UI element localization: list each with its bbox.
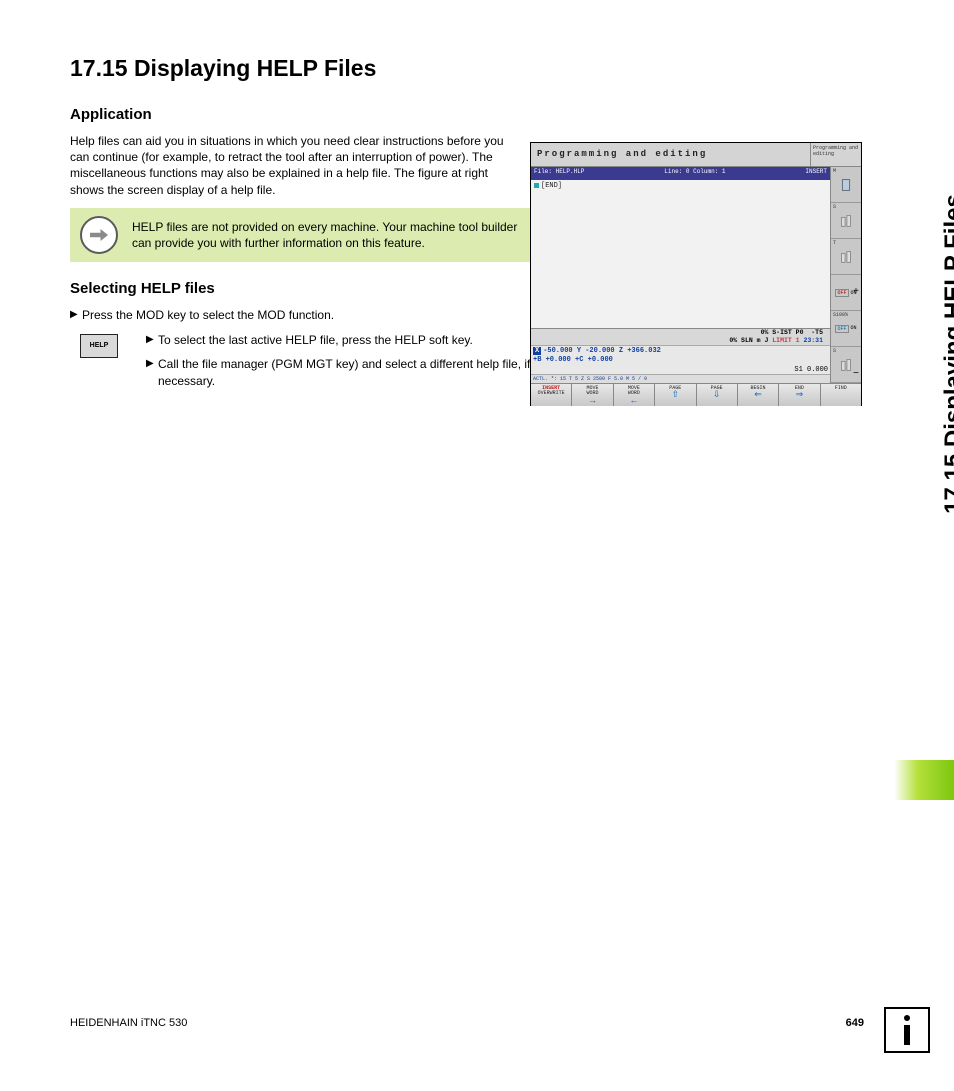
softkey-row: INSERTOVERWRITEMOVEWORD→MOVEWORD←PAGE⇧PA… xyxy=(531,383,861,406)
step-2b: ▶ Call the file manager (PGM MGT key) an… xyxy=(146,356,586,390)
page-title: 17.15 Displaying HELP Files xyxy=(70,55,870,82)
bullet-icon: ▶ xyxy=(146,332,158,349)
note-box: HELP files are not provided on every mac… xyxy=(70,208,530,262)
scr-title: Programming and editing xyxy=(531,143,811,167)
side-off-on[interactable]: OFF ON + xyxy=(831,275,861,311)
tiny-row: ACTL. *: 15 T 5 Z S 2500 F 5.0 M 5 / 9 xyxy=(531,374,830,383)
status-l2: 0% SLN m J xyxy=(729,337,768,344)
softkey-4[interactable]: PAGE⇩ xyxy=(697,384,738,406)
cursor-icon xyxy=(534,183,539,188)
scr-status: 0% S-IST P0 -T5 0% SLN m J LIMIT 1 23:31… xyxy=(531,328,830,383)
footer-left: HEIDENHAIN iTNC 530 xyxy=(70,1017,187,1029)
side-tab: 17.15 Displaying HELP Files xyxy=(908,40,954,1001)
green-tab xyxy=(894,760,954,800)
filebar-left: File: HELP.HLP xyxy=(534,168,584,179)
coords-row-2: +B +0.000 +C +0.000 xyxy=(531,356,830,365)
scr-side-panel: M S T OFF ON + S100% OFFON S− xyxy=(831,167,861,383)
scr-mode: Programming and editing xyxy=(811,143,861,167)
info-icon xyxy=(884,1007,930,1053)
coords-row-1: X-50.000 Y -20.000 Z +366.032 xyxy=(531,345,830,356)
side-tab-label: 17.15 Displaying HELP Files xyxy=(940,194,954,514)
bullet-icon: ▶ xyxy=(70,307,82,324)
application-para: Help files can aid you in situations in … xyxy=(70,133,510,198)
help-softkey[interactable]: HELP xyxy=(80,334,118,358)
softkey-0[interactable]: INSERTOVERWRITE xyxy=(531,384,572,406)
softkey-3[interactable]: PAGE⇧ xyxy=(655,384,696,406)
step-2a: ▶ To select the last active HELP file, p… xyxy=(146,332,586,349)
step-1: ▶ Press the MOD key to select the MOD fu… xyxy=(70,307,510,324)
footer: HEIDENHAIN iTNC 530 649 xyxy=(70,1017,864,1029)
cnc-screenshot: Programming and editing Programming and … xyxy=(530,142,862,406)
softkey-5[interactable]: BEGIN⇐ xyxy=(738,384,779,406)
application-heading: Application xyxy=(70,106,870,123)
scr-filebar: File: HELP.HLP Line: 0 Column: 1 INSERT xyxy=(531,167,830,180)
arrow-note-icon xyxy=(80,216,118,254)
status-limit: LIMIT 1 xyxy=(772,337,799,344)
softkey-7[interactable]: FIND xyxy=(821,384,861,406)
filebar-right: INSERT xyxy=(805,168,827,179)
softkey-1[interactable]: MOVEWORD→ xyxy=(572,384,613,406)
side-s-minus[interactable]: S− xyxy=(831,347,861,383)
softkey-2[interactable]: MOVEWORD← xyxy=(614,384,655,406)
status-l1: 0% S-IST P0 -T5 xyxy=(534,329,827,337)
side-s100[interactable]: S100% OFFON xyxy=(831,311,861,347)
softkey-6[interactable]: END⇒ xyxy=(779,384,820,406)
s1-row: S1 0.000 xyxy=(531,366,830,374)
edit-line: [END] xyxy=(541,182,562,190)
note-text: HELP files are not provided on every mac… xyxy=(132,219,520,251)
side-m[interactable]: M xyxy=(831,167,861,203)
step-2a-text: To select the last active HELP file, pre… xyxy=(158,332,473,349)
scr-editor: [END] xyxy=(531,180,830,328)
side-s[interactable]: S xyxy=(831,203,861,239)
side-t[interactable]: T xyxy=(831,239,861,275)
step-2b-text: Call the file manager (PGM MGT key) and … xyxy=(158,356,586,390)
bullet-icon: ▶ xyxy=(146,356,158,390)
step-1-text: Press the MOD key to select the MOD func… xyxy=(82,307,334,324)
status-time: 23:31 xyxy=(803,337,823,344)
filebar-mid: Line: 0 Column: 1 xyxy=(664,168,725,179)
page-number: 649 xyxy=(846,1017,864,1029)
